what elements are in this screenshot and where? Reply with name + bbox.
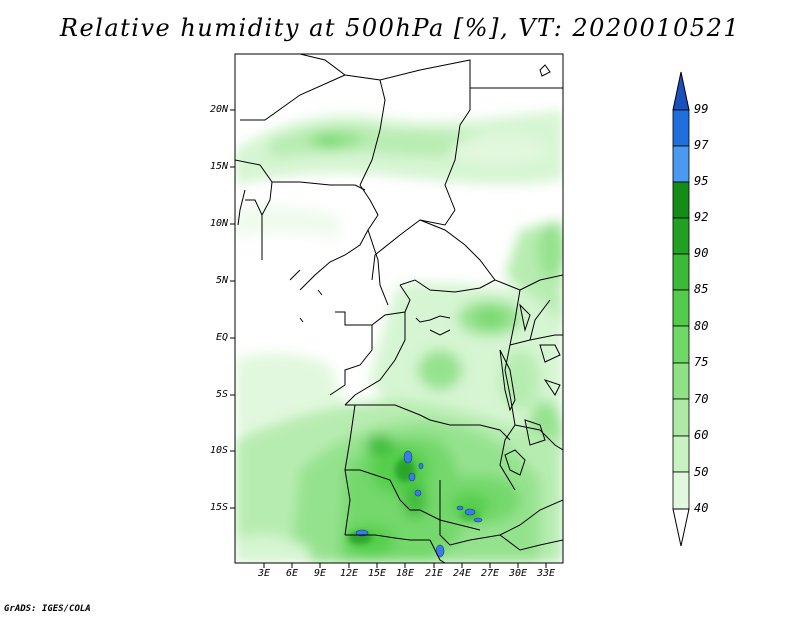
map-title: Relative humidity at 500hPa [%], VT: 202… <box>59 14 741 42</box>
colorbar-label: 99 <box>694 102 709 116</box>
lat-label: 20N <box>209 104 228 115</box>
colorbar-label: 95 <box>694 174 709 188</box>
colorbar-bottom-arrow <box>672 508 690 547</box>
colorbar-label: 90 <box>694 246 709 260</box>
lon-label: 30E <box>508 568 528 579</box>
axis-ticks <box>230 109 547 568</box>
colorbar-label: 60 <box>694 428 709 442</box>
colorbar-label: 50 <box>694 465 709 479</box>
lon-label: 12E <box>339 568 359 579</box>
lat-label: 15N <box>209 161 228 172</box>
colorbar-label: 92 <box>694 210 709 224</box>
lon-label: 21E <box>424 568 444 579</box>
lon-label: 3E <box>257 568 271 579</box>
colorbar-label: 97 <box>694 138 709 152</box>
lon-label: 15E <box>367 568 387 579</box>
country-borders <box>235 54 563 563</box>
colorbar-label: 70 <box>694 392 709 406</box>
lon-label: 6E <box>285 568 299 579</box>
lon-label: 18E <box>395 568 415 579</box>
humidity-field <box>235 54 563 563</box>
colorbar-label: 40 <box>694 501 709 515</box>
lat-label: 5N <box>215 275 228 286</box>
lat-label: 10N <box>209 218 228 229</box>
lon-label: 33E <box>536 568 556 579</box>
colorbar-label: 80 <box>694 319 709 333</box>
colorbar-label: 85 <box>694 282 709 296</box>
lon-label: 27E <box>480 568 500 579</box>
lon-label: 9E <box>313 568 327 579</box>
lat-label: 10S <box>209 445 228 456</box>
lon-label: 24E <box>452 568 472 579</box>
map-frame <box>234 53 564 564</box>
colorbar-label: 75 <box>694 355 709 369</box>
lat-label: 5S <box>215 389 228 400</box>
colorbar <box>672 71 690 547</box>
lat-label: EQ <box>215 332 228 343</box>
lat-label: 15S <box>209 502 228 513</box>
grads-credit: GrADS: IGES/COLA <box>4 604 91 614</box>
colorbar-top-arrow <box>672 71 690 111</box>
